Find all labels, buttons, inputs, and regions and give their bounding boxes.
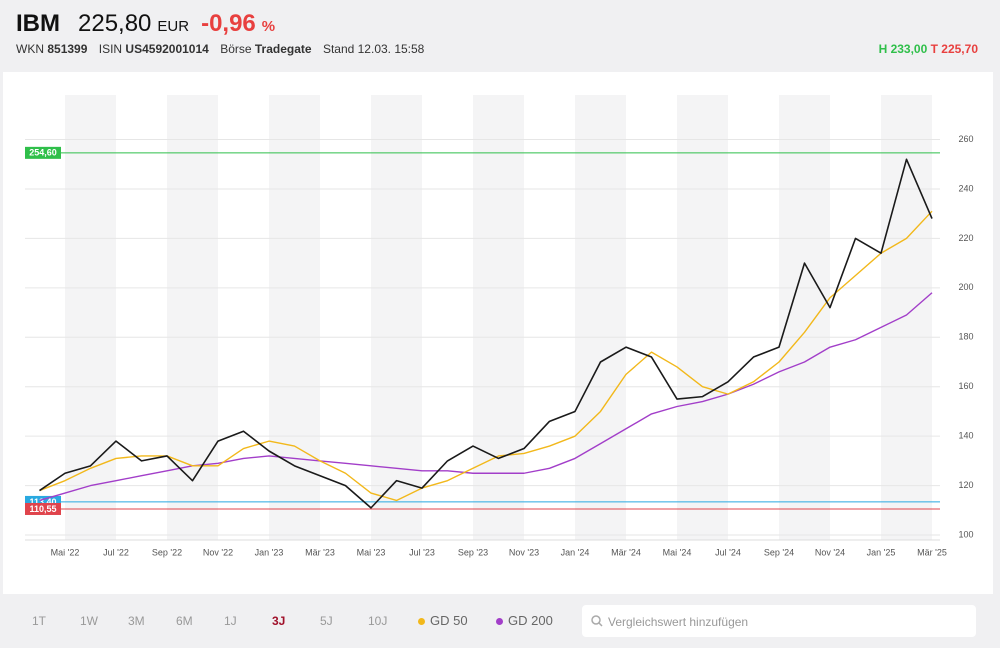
legend-dot xyxy=(496,618,503,626)
exchange-label: Börse xyxy=(220,42,252,56)
x-tick-label: Jan '24 xyxy=(561,547,590,557)
y-tick-label: 240 xyxy=(958,183,973,193)
x-tick-label: Mai '23 xyxy=(357,547,386,557)
y-tick-label: 100 xyxy=(958,529,973,539)
compare-search[interactable]: Vergleichswert hinzufügen xyxy=(582,605,976,637)
month-band xyxy=(167,95,218,540)
symbol: IBM xyxy=(16,10,60,37)
quote-header: IBM 225,80 EUR -0,96% WKN 851399 ISIN US459… xyxy=(0,0,1000,70)
high-low: H 233,00 T 225,70 xyxy=(879,42,978,56)
y-tick-label: 180 xyxy=(958,332,973,342)
reference-tag xyxy=(25,502,61,515)
y-tick-label: 220 xyxy=(958,233,973,243)
x-tick-label: Nov '23 xyxy=(509,547,539,557)
range-button[interactable]: 10J xyxy=(368,614,388,628)
reference-tag xyxy=(25,146,61,159)
stand: Stand 12.03. 15:58 xyxy=(322,42,425,56)
currency: EUR xyxy=(157,18,190,35)
x-tick-label: Nov '22 xyxy=(203,547,233,557)
exchange: Tradegate xyxy=(254,42,312,56)
month-band xyxy=(575,95,626,540)
month-band xyxy=(371,95,422,540)
legend-label: GD 200 xyxy=(508,613,553,628)
change-unit: % xyxy=(261,18,276,35)
x-tick-label: Jul '22 xyxy=(103,547,129,557)
isin-label: ISIN xyxy=(98,42,123,56)
meta-row: WKN 851399 ISIN US4592001014 Börse Trade… xyxy=(16,42,424,56)
legend-item: GD 50 xyxy=(418,613,468,628)
price: 225,80 xyxy=(78,10,152,37)
x-tick-label: Mär '25 xyxy=(917,547,947,557)
price-line xyxy=(39,158,933,509)
y-tick-label: 160 xyxy=(958,381,973,391)
average-line xyxy=(39,210,933,502)
title-row: IBM 225,80 EUR -0,96% xyxy=(16,10,281,38)
isin: US4592001014 xyxy=(125,42,209,56)
range-button[interactable]: 6M xyxy=(176,614,193,628)
chart-card: 100 120 140 160 180 200 220 240 260 Mai '22 Jul '2… xyxy=(3,72,993,594)
month-band xyxy=(881,95,932,540)
range-button[interactable]: 1J xyxy=(224,614,237,628)
range-button[interactable]: 1T xyxy=(32,614,47,628)
legend-item: GD 200 xyxy=(496,613,553,628)
x-tick-label: Nov '24 xyxy=(815,547,845,557)
x-tick-label: Jul '23 xyxy=(409,547,435,557)
x-tick-label: Mai '24 xyxy=(663,547,692,557)
y-tick-label: 200 xyxy=(958,282,973,292)
x-tick-label: Sep '24 xyxy=(764,547,794,557)
reference-label: 113,40 xyxy=(29,497,56,507)
range-button[interactable]: 5J xyxy=(320,614,333,628)
month-band xyxy=(65,95,116,540)
toolbar: 1T 1W 3M 6M 1J 3J 5J 10J GD 50 GD 200 Vergleich… xyxy=(0,596,1000,648)
change: -0,96 xyxy=(201,10,256,37)
y-tick-label: 140 xyxy=(958,431,973,441)
search-placeholder: Vergleichswert hinzufügen xyxy=(608,615,749,629)
range-button[interactable]: 3M xyxy=(128,614,145,628)
high: H 233,00 xyxy=(878,42,928,56)
month-band xyxy=(677,95,728,540)
wkn: 851399 xyxy=(47,42,88,56)
y-tick-label: 120 xyxy=(958,480,973,490)
x-tick-label: Mär '23 xyxy=(305,547,335,557)
x-tick-label: Sep '22 xyxy=(152,547,182,557)
legend-label: GD 50 xyxy=(430,613,468,628)
x-tick-label: Mär '24 xyxy=(611,547,641,557)
legend-dot xyxy=(418,618,425,626)
x-tick-label: Sep '23 xyxy=(458,547,488,557)
search-icon xyxy=(591,615,603,627)
average-line xyxy=(39,292,933,502)
y-tick-label: 260 xyxy=(958,134,973,144)
x-tick-label: Jul '24 xyxy=(715,547,741,557)
wkn-label: WKN xyxy=(16,42,44,56)
low: T 225,70 xyxy=(930,42,978,56)
month-band xyxy=(779,95,830,540)
reference-label: 254,60 xyxy=(29,148,57,158)
x-tick-label: Jan '23 xyxy=(255,547,284,557)
range-button[interactable]: 1W xyxy=(80,614,98,628)
x-tick-label: Jan '25 xyxy=(867,547,896,557)
month-band xyxy=(473,95,524,540)
chart: 100 120 140 160 180 200 220 240 260 Mai '22 Jul '2… xyxy=(25,95,974,557)
reference-label: 110,55 xyxy=(29,504,56,514)
range-button[interactable]: 3J xyxy=(272,614,286,628)
x-tick-label: Mai '22 xyxy=(51,547,80,557)
